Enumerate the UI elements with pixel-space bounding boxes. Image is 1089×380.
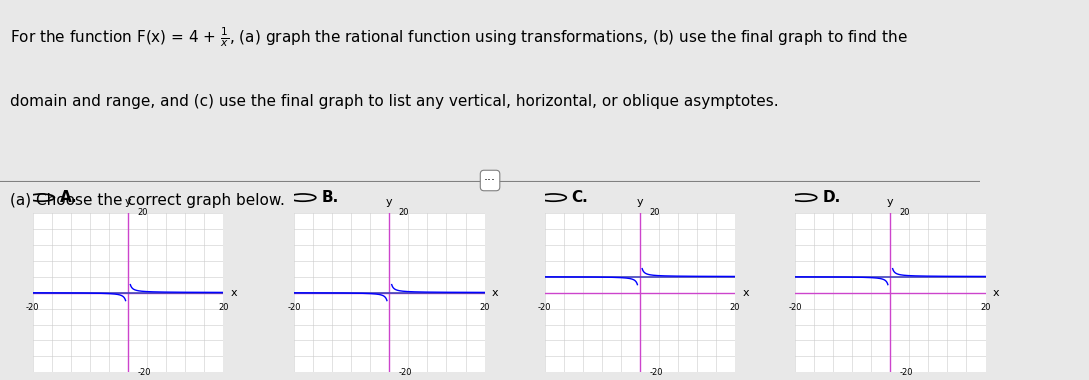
Text: -20: -20 [788,302,802,312]
Text: 20: 20 [218,302,229,312]
Text: x: x [492,288,499,298]
Text: A.: A. [60,190,77,205]
Text: x: x [231,288,237,298]
Text: For the function F(x) = 4 + $\frac{1}{x}$, (a) graph the rational function using: For the function F(x) = 4 + $\frac{1}{x}… [10,26,907,49]
Text: 20: 20 [137,208,148,217]
Text: y: y [124,197,132,207]
Text: 20: 20 [399,208,409,217]
Text: 20: 20 [479,302,490,312]
Text: B.: B. [321,190,339,205]
Text: x: x [743,288,749,298]
Text: -20: -20 [649,368,663,377]
Text: y: y [386,197,393,207]
Text: 20: 20 [649,208,660,217]
Text: -20: -20 [26,302,39,312]
Text: -20: -20 [900,368,914,377]
Text: -20: -20 [137,368,151,377]
Text: y: y [886,197,894,207]
Text: x: x [993,288,1000,298]
Text: C.: C. [572,190,588,205]
Text: -20: -20 [399,368,413,377]
Text: domain and range, and (c) use the final graph to list any vertical, horizontal, : domain and range, and (c) use the final … [10,94,779,109]
Text: -20: -20 [287,302,301,312]
Text: 20: 20 [900,208,910,217]
Text: -20: -20 [538,302,551,312]
Text: (a) Choose the correct graph below.: (a) Choose the correct graph below. [10,193,284,208]
Text: y: y [636,197,644,207]
Text: D.: D. [822,190,841,205]
Text: 20: 20 [980,302,991,312]
Text: ···: ··· [484,174,497,187]
Text: 20: 20 [730,302,741,312]
